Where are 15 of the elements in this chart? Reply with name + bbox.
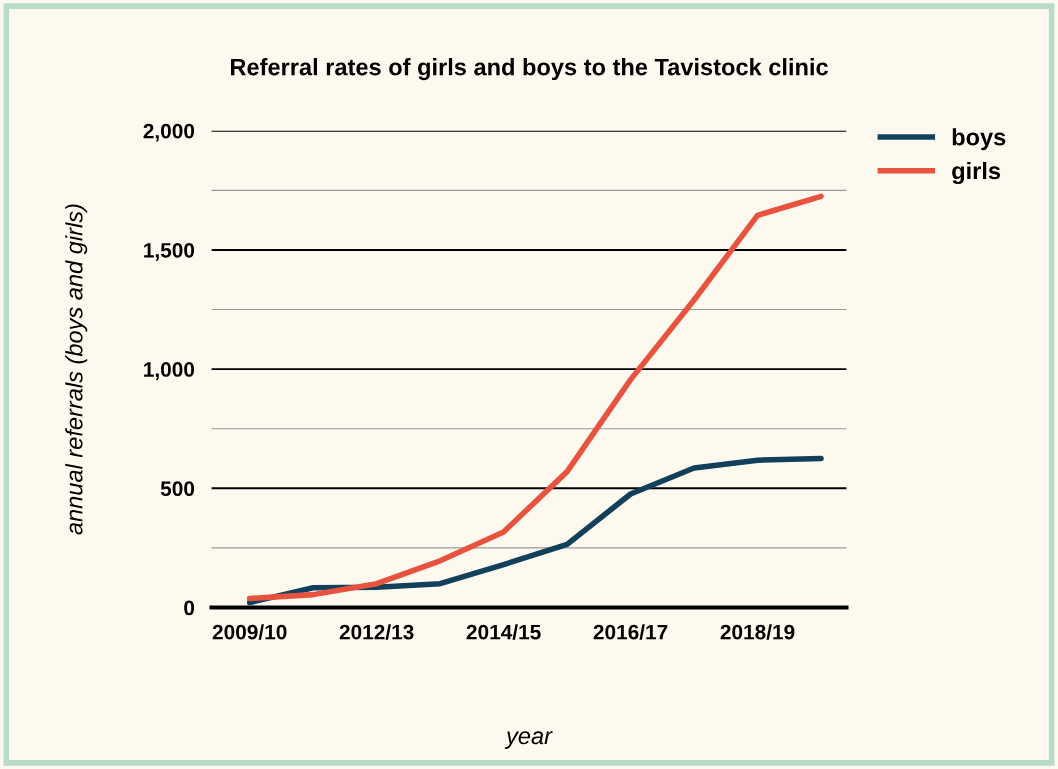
y-axis-title: annual referrals (boys and girls) [65,204,88,535]
y-tick-label: 0 [184,600,195,616]
x-tick-label: 2009/10 [212,624,287,640]
text: 1,000 [144,362,195,380]
chart-title: Referral rates of girls and boys to the Tavistock clinic [231,58,828,81]
legend-label: girls [952,161,1001,185]
x-tick-label: 2018/19 [720,624,795,640]
x-tick-label: 2016/17 [593,624,668,640]
y-tick-label: 500 [160,481,195,497]
x-axis-title: year [504,731,553,749]
text: 1,500 [144,242,195,261]
x-tick-label: 2012/13 [339,624,414,640]
text: 2,000 [143,123,195,142]
x-tick-label: 2014/15 [466,624,541,640]
legend-label: boys [952,128,1006,151]
